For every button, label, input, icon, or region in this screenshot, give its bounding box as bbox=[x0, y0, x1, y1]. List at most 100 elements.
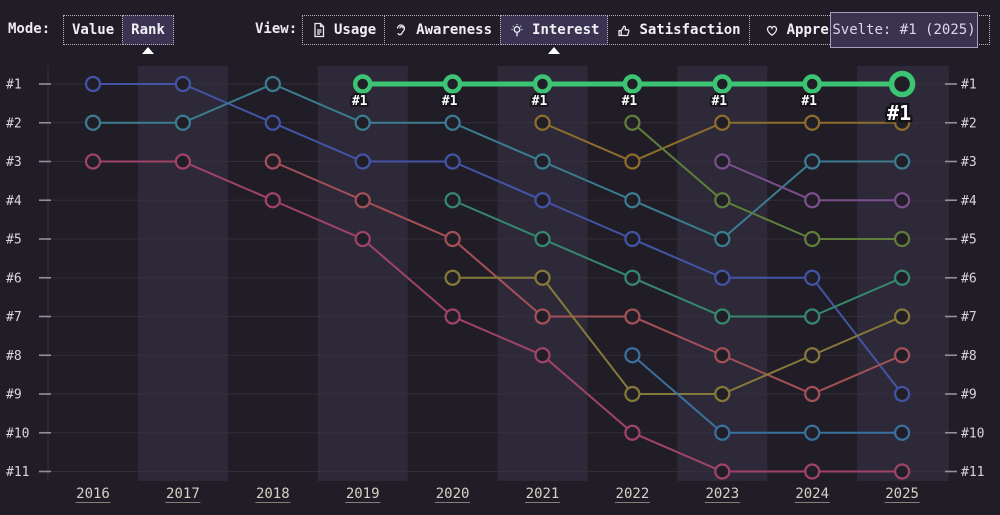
data-point[interactable] bbox=[804, 385, 821, 403]
data-point[interactable] bbox=[444, 192, 461, 209]
data-point[interactable] bbox=[534, 114, 551, 131]
year-label[interactable]: 2016 bbox=[76, 486, 110, 502]
data-point[interactable] bbox=[714, 463, 731, 480]
year-label[interactable]: 2018 bbox=[256, 486, 290, 502]
series-svelte[interactable]: #1 #1 #1 #1 #1 #1 #1 bbox=[350, 70, 916, 127]
data-point[interactable] bbox=[84, 153, 102, 170]
data-point[interactable] bbox=[893, 192, 911, 209]
series-violet-series[interactable] bbox=[714, 153, 911, 209]
data-point[interactable] bbox=[624, 114, 641, 131]
year-label[interactable]: 2022 bbox=[616, 486, 650, 502]
data-point[interactable] bbox=[804, 114, 821, 131]
data-point[interactable] bbox=[84, 75, 102, 93]
data-point[interactable] bbox=[354, 153, 371, 170]
data-point[interactable] bbox=[84, 114, 102, 131]
data-point[interactable] bbox=[893, 230, 911, 248]
data-point[interactable] bbox=[802, 74, 822, 94]
data-point[interactable] bbox=[624, 424, 641, 441]
data-point[interactable] bbox=[804, 192, 821, 209]
data-point[interactable] bbox=[893, 347, 911, 364]
data-point[interactable] bbox=[354, 192, 371, 209]
data-point[interactable] bbox=[804, 424, 821, 441]
year-label[interactable]: 2024 bbox=[795, 486, 829, 502]
data-point[interactable] bbox=[804, 463, 821, 480]
data-point[interactable] bbox=[624, 385, 641, 403]
series-seagreen-series[interactable] bbox=[444, 192, 911, 325]
data-point[interactable] bbox=[893, 269, 911, 286]
data-point[interactable] bbox=[624, 153, 641, 170]
data-point[interactable] bbox=[893, 385, 911, 403]
data-point[interactable] bbox=[714, 424, 731, 441]
data-point[interactable] bbox=[534, 230, 551, 248]
series-steelblue-series[interactable] bbox=[624, 347, 911, 441]
data-point[interactable] bbox=[714, 114, 731, 131]
view-button-awareness[interactable]: Awareness bbox=[384, 15, 502, 45]
data-point[interactable] bbox=[804, 347, 821, 364]
data-point[interactable] bbox=[532, 74, 553, 94]
data-point[interactable] bbox=[354, 230, 371, 248]
data-point[interactable] bbox=[264, 75, 281, 93]
data-point[interactable] bbox=[174, 153, 192, 170]
data-point[interactable] bbox=[893, 424, 911, 441]
data-point[interactable] bbox=[174, 114, 192, 131]
data-point[interactable] bbox=[893, 153, 911, 170]
data-point[interactable] bbox=[714, 385, 731, 403]
view-button-interest[interactable]: Interest bbox=[500, 15, 609, 54]
data-point[interactable] bbox=[714, 269, 731, 286]
data-point[interactable] bbox=[893, 308, 911, 325]
data-point[interactable] bbox=[714, 308, 731, 325]
data-point[interactable] bbox=[714, 230, 731, 248]
data-point[interactable] bbox=[444, 308, 461, 325]
data-point[interactable] bbox=[624, 308, 641, 325]
data-point[interactable] bbox=[534, 347, 551, 364]
data-point[interactable] bbox=[624, 269, 641, 286]
data-point[interactable] bbox=[714, 153, 731, 170]
data-point[interactable] bbox=[624, 230, 641, 248]
series-moss-series[interactable] bbox=[624, 114, 911, 248]
data-point[interactable] bbox=[264, 192, 281, 209]
data-point[interactable] bbox=[714, 347, 731, 364]
view-button-satisfaction[interactable]: Satisfaction bbox=[607, 15, 750, 45]
data-point[interactable] bbox=[804, 230, 821, 248]
data-point[interactable] bbox=[712, 74, 733, 94]
series-teal-series[interactable] bbox=[84, 75, 911, 248]
year-label[interactable]: 2019 bbox=[346, 486, 380, 502]
data-point[interactable] bbox=[352, 74, 373, 94]
data-point[interactable] bbox=[444, 114, 461, 131]
data-point[interactable] bbox=[893, 463, 911, 480]
data-point[interactable] bbox=[444, 230, 461, 248]
data-point[interactable] bbox=[354, 114, 371, 131]
data-point[interactable] bbox=[804, 153, 821, 170]
data-point[interactable] bbox=[714, 192, 731, 209]
series-gold-series[interactable] bbox=[534, 114, 911, 170]
data-point[interactable] bbox=[264, 114, 281, 131]
data-point[interactable] bbox=[264, 153, 281, 170]
data-point[interactable] bbox=[622, 74, 643, 94]
data-point[interactable] bbox=[534, 192, 551, 209]
year-label[interactable]: 2021 bbox=[526, 486, 560, 502]
year-label[interactable]: 2020 bbox=[436, 486, 470, 502]
data-point[interactable] bbox=[893, 114, 911, 131]
series-brick-series[interactable] bbox=[264, 153, 911, 403]
data-point[interactable] bbox=[174, 75, 192, 93]
year-label[interactable]: 2017 bbox=[166, 486, 200, 502]
data-point[interactable] bbox=[624, 347, 641, 364]
data-point[interactable] bbox=[444, 269, 461, 286]
data-point[interactable] bbox=[534, 269, 551, 286]
data-point[interactable] bbox=[442, 74, 463, 94]
data-point[interactable] bbox=[888, 70, 916, 98]
series-crimson-series[interactable] bbox=[84, 153, 911, 480]
data-point[interactable] bbox=[534, 308, 551, 325]
data-point[interactable] bbox=[444, 153, 461, 170]
data-point[interactable] bbox=[804, 308, 821, 325]
mode-button-value[interactable]: Value bbox=[63, 15, 124, 45]
year-label[interactable]: 2023 bbox=[705, 486, 739, 502]
data-point[interactable] bbox=[624, 192, 641, 209]
year-axis[interactable]: 2016 2017 2018 2019 2020 2021 2022 2023 2024 2025 bbox=[75, 486, 920, 503]
data-point[interactable] bbox=[804, 269, 821, 286]
year-label[interactable]: 2025 bbox=[885, 486, 919, 502]
mode-button-rank[interactable]: Rank bbox=[122, 15, 174, 54]
view-button-usage[interactable]: Usage bbox=[302, 15, 386, 45]
data-point[interactable] bbox=[534, 153, 551, 170]
